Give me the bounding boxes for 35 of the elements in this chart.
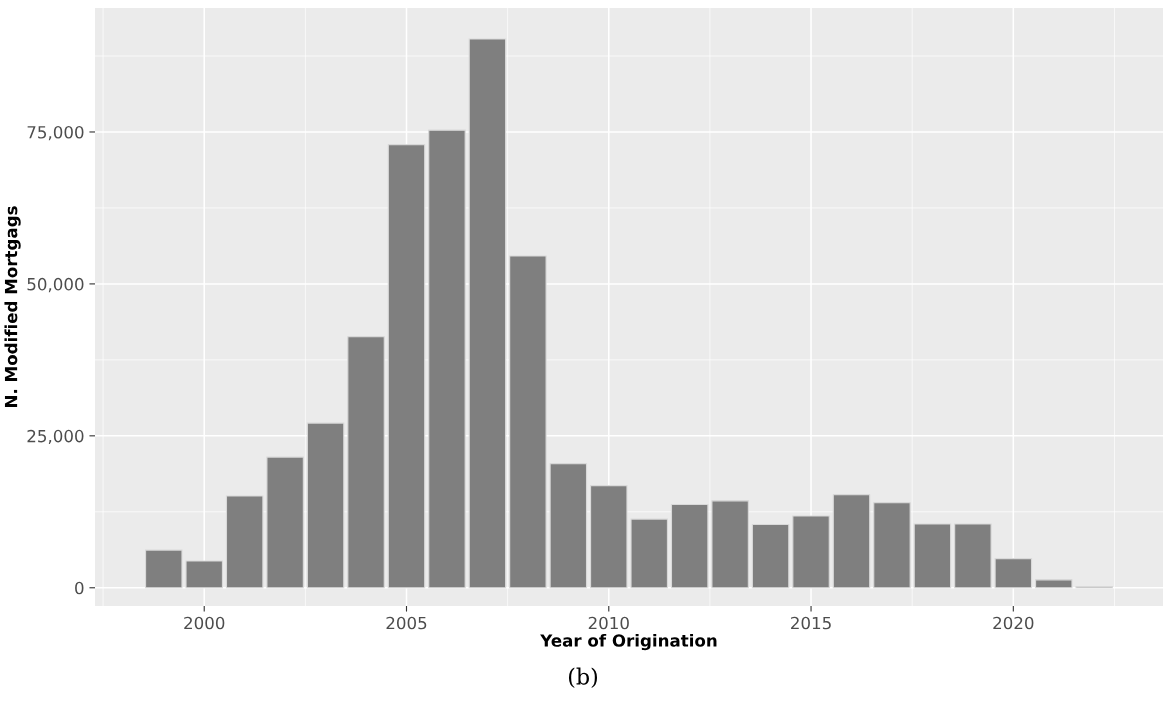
bar [630,518,668,589]
x-tick-label: 2005 [386,616,427,630]
bar [428,129,466,589]
bar [1035,579,1073,589]
bar [549,463,588,589]
bar [225,495,264,589]
x-tick-label: 2015 [791,616,831,630]
y-tick-label: 25,000 [27,429,84,445]
bar [832,494,871,589]
text: (b) [568,667,598,688]
bar [347,336,385,589]
bar [266,456,304,589]
bar [468,38,507,589]
bar [185,560,223,589]
bar [711,500,749,589]
bar [306,422,345,589]
bar [792,515,830,589]
bar [670,503,709,589]
bar [913,523,952,589]
bar [509,255,547,589]
bar [387,144,426,589]
bar [590,485,628,589]
bar [751,524,790,589]
bar [994,558,1033,589]
y-axis-title: N. Modified Mortgags [4,206,21,407]
bar [145,549,183,589]
x-tick-label: 2000 [184,616,225,630]
x-axis-title: Year of Origination [540,633,717,651]
bar [954,523,992,589]
x-tick-label: 2020 [993,616,1034,630]
y-tick-label: 75,000 [27,125,84,141]
y-tick-label: 50,000 [27,277,84,293]
y-tick-label: 0 [75,581,84,595]
bar [873,502,911,589]
x-tick-label: 2010 [588,616,629,630]
